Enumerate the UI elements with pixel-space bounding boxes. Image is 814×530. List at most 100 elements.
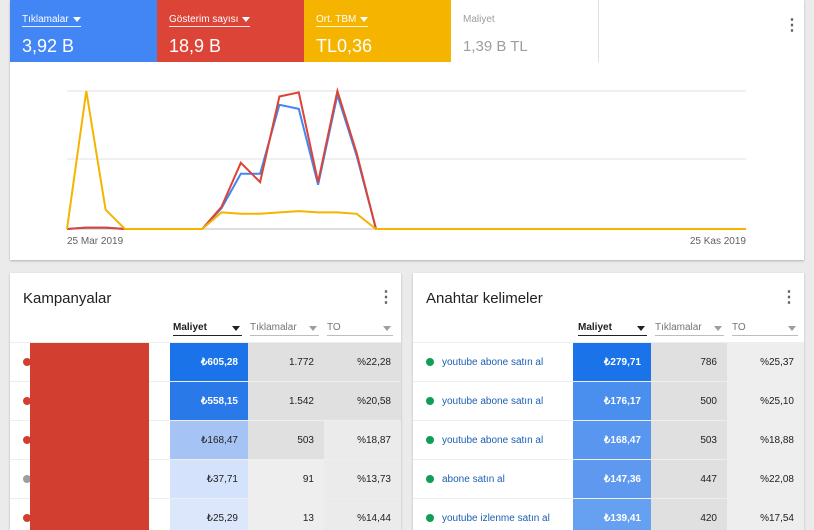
metric-cost-label: Maliyet xyxy=(463,14,495,25)
caret-down-icon xyxy=(788,326,796,331)
cost-cell: ₺168,47 xyxy=(573,421,651,460)
status-removed-icon xyxy=(23,358,31,366)
caret-down-icon xyxy=(383,326,391,331)
metric-impressions-selector[interactable]: Gösterim sayısı xyxy=(169,14,251,27)
status-enabled-icon xyxy=(426,397,434,405)
col-clicks[interactable]: Tıklamalar xyxy=(655,322,724,336)
col-ctr[interactable]: TO xyxy=(327,322,393,336)
clicks-cell: 420 xyxy=(651,499,727,530)
clicks-cell: 447 xyxy=(651,460,727,499)
keywords-title: Anahtar kelimeler xyxy=(426,290,543,307)
cost-cell: ₺176,17 xyxy=(573,382,651,421)
cost-cell: ₺558,15 xyxy=(170,382,248,421)
series-line xyxy=(66,91,746,230)
metric-impressions[interactable]: Gösterim sayısı 18,9 B xyxy=(157,0,304,62)
keyword-link[interactable]: youtube izlenme satın al xyxy=(442,513,550,524)
clicks-cell: 503 xyxy=(248,421,324,460)
clicks-cell: 1.772 xyxy=(248,343,324,382)
table-row[interactable]: abone satın al ₺147,36 447 %22,08 xyxy=(413,459,804,499)
clicks-cell: 1.542 xyxy=(248,382,324,421)
cost-cell: ₺139,41 xyxy=(573,499,651,530)
ctr-cell: %25,37 xyxy=(727,343,804,382)
metric-clicks-selector[interactable]: Tıklamalar xyxy=(22,14,81,27)
campaigns-card: Kampanyalar ⋮ Maliyet Tıklamalar TO ₺605… xyxy=(10,273,401,530)
keyword-link[interactable]: abone satın al xyxy=(442,474,505,485)
more-vert-icon[interactable]: ⋮ xyxy=(781,289,797,306)
table-row[interactable]: youtube abone satın al ₺279,71 786 %25,37 xyxy=(413,342,804,382)
table-row[interactable]: youtube izlenme satın al ₺139,41 420 %17,54 xyxy=(413,498,804,530)
caret-down-icon xyxy=(360,16,369,22)
clicks-cell: 503 xyxy=(651,421,727,460)
overview-card: Tıklamalar 3,92 B Gösterim sayısı 18,9 B… xyxy=(10,0,804,260)
x-axis-end-label: 25 Kas 2019 xyxy=(690,236,747,247)
status-enabled-icon xyxy=(426,436,434,444)
chart-series xyxy=(66,87,746,230)
table-row[interactable]: ₺605,28 1.772 %22,28 xyxy=(10,342,401,382)
chart-gridlines xyxy=(67,90,746,230)
metric-clicks[interactable]: Tıklamalar 3,92 B xyxy=(10,0,157,62)
table-row[interactable]: ₺168,47 503 %18,87 xyxy=(10,420,401,460)
keyword-link[interactable]: youtube abone satın al xyxy=(442,357,544,368)
performance-chart: 25 Mar 2019 25 Kas 2019 xyxy=(66,87,747,247)
status-enabled-icon xyxy=(426,475,434,483)
cost-cell: ₺605,28 xyxy=(170,343,248,382)
table-row[interactable]: youtube abone satın al ₺168,47 503 %18,88 xyxy=(413,420,804,460)
metric-avg-cpc-label: Ort. TBM xyxy=(316,14,357,25)
ctr-cell: %20,58 xyxy=(324,382,401,421)
caret-down-icon xyxy=(309,326,317,331)
table-row[interactable]: ₺37,71 91 %13,73 xyxy=(10,459,401,499)
cost-cell: ₺37,71 xyxy=(170,460,248,499)
caret-down-icon xyxy=(242,16,251,22)
ctr-cell: %18,87 xyxy=(324,421,401,460)
more-vert-icon[interactable]: ⋮ xyxy=(784,17,800,34)
clicks-cell: 500 xyxy=(651,382,727,421)
col-clicks[interactable]: Tıklamalar xyxy=(250,322,319,336)
status-removed-icon xyxy=(23,397,31,405)
col-ctr[interactable]: TO xyxy=(732,322,798,336)
status-enabled-icon xyxy=(426,514,434,522)
col-clicks-label: Tıklamalar xyxy=(655,322,702,333)
col-cost[interactable]: Maliyet xyxy=(173,322,242,336)
cost-cell: ₺25,29 xyxy=(170,499,248,530)
table-row[interactable]: ₺558,15 1.542 %20,58 xyxy=(10,381,401,421)
keyword-link[interactable]: youtube abone satın al xyxy=(442,396,544,407)
table-row[interactable]: youtube abone satın al ₺176,17 500 %25,10 xyxy=(413,381,804,421)
table-row[interactable]: ₺25,29 13 %14,44 xyxy=(10,498,401,530)
ctr-cell: %25,10 xyxy=(727,382,804,421)
col-cost-label: Maliyet xyxy=(173,322,207,333)
metric-avg-cpc-selector[interactable]: Ort. TBM xyxy=(316,14,369,27)
col-cost-label: Maliyet xyxy=(578,322,612,333)
caret-down-icon xyxy=(714,326,722,331)
clicks-cell: 786 xyxy=(651,343,727,382)
caret-down-icon xyxy=(72,16,81,22)
status-paused-icon xyxy=(23,475,31,483)
sort-caret-icon xyxy=(232,326,240,331)
campaigns-title: Kampanyalar xyxy=(23,290,112,307)
status-enabled-icon xyxy=(426,358,434,366)
status-removed-icon xyxy=(23,436,31,444)
more-vert-icon[interactable]: ⋮ xyxy=(378,289,394,306)
col-clicks-label: Tıklamalar xyxy=(250,322,297,333)
keyword-link[interactable]: youtube abone satın al xyxy=(442,435,544,446)
metric-avg-cpc-value: TL0,36 xyxy=(316,36,373,56)
metric-clicks-label: Tıklamalar xyxy=(22,14,69,25)
col-cost[interactable]: Maliyet xyxy=(578,322,647,336)
metric-cost[interactable]: Maliyet 1,39 B TL xyxy=(451,0,599,62)
cost-cell: ₺147,36 xyxy=(573,460,651,499)
ctr-cell: %14,44 xyxy=(324,499,401,530)
metric-cost-value: 1,39 B TL xyxy=(463,38,528,55)
ctr-cell: %18,88 xyxy=(727,421,804,460)
col-ctr-label: TO xyxy=(732,322,746,333)
metric-impressions-label: Gösterim sayısı xyxy=(169,14,239,25)
series-line xyxy=(66,90,746,230)
cost-cell: ₺279,71 xyxy=(573,343,651,382)
clicks-cell: 91 xyxy=(248,460,324,499)
status-removed-icon xyxy=(23,514,31,522)
ctr-cell: %22,08 xyxy=(727,460,804,499)
ctr-cell: %13,73 xyxy=(324,460,401,499)
col-ctr-label: TO xyxy=(327,322,341,333)
metric-avg-cpc[interactable]: Ort. TBM TL0,36 xyxy=(304,0,451,62)
metric-impressions-value: 18,9 B xyxy=(169,36,222,56)
series-line xyxy=(66,87,746,230)
keywords-card: Anahtar kelimeler ⋮ Maliyet Tıklamalar T… xyxy=(413,273,804,530)
